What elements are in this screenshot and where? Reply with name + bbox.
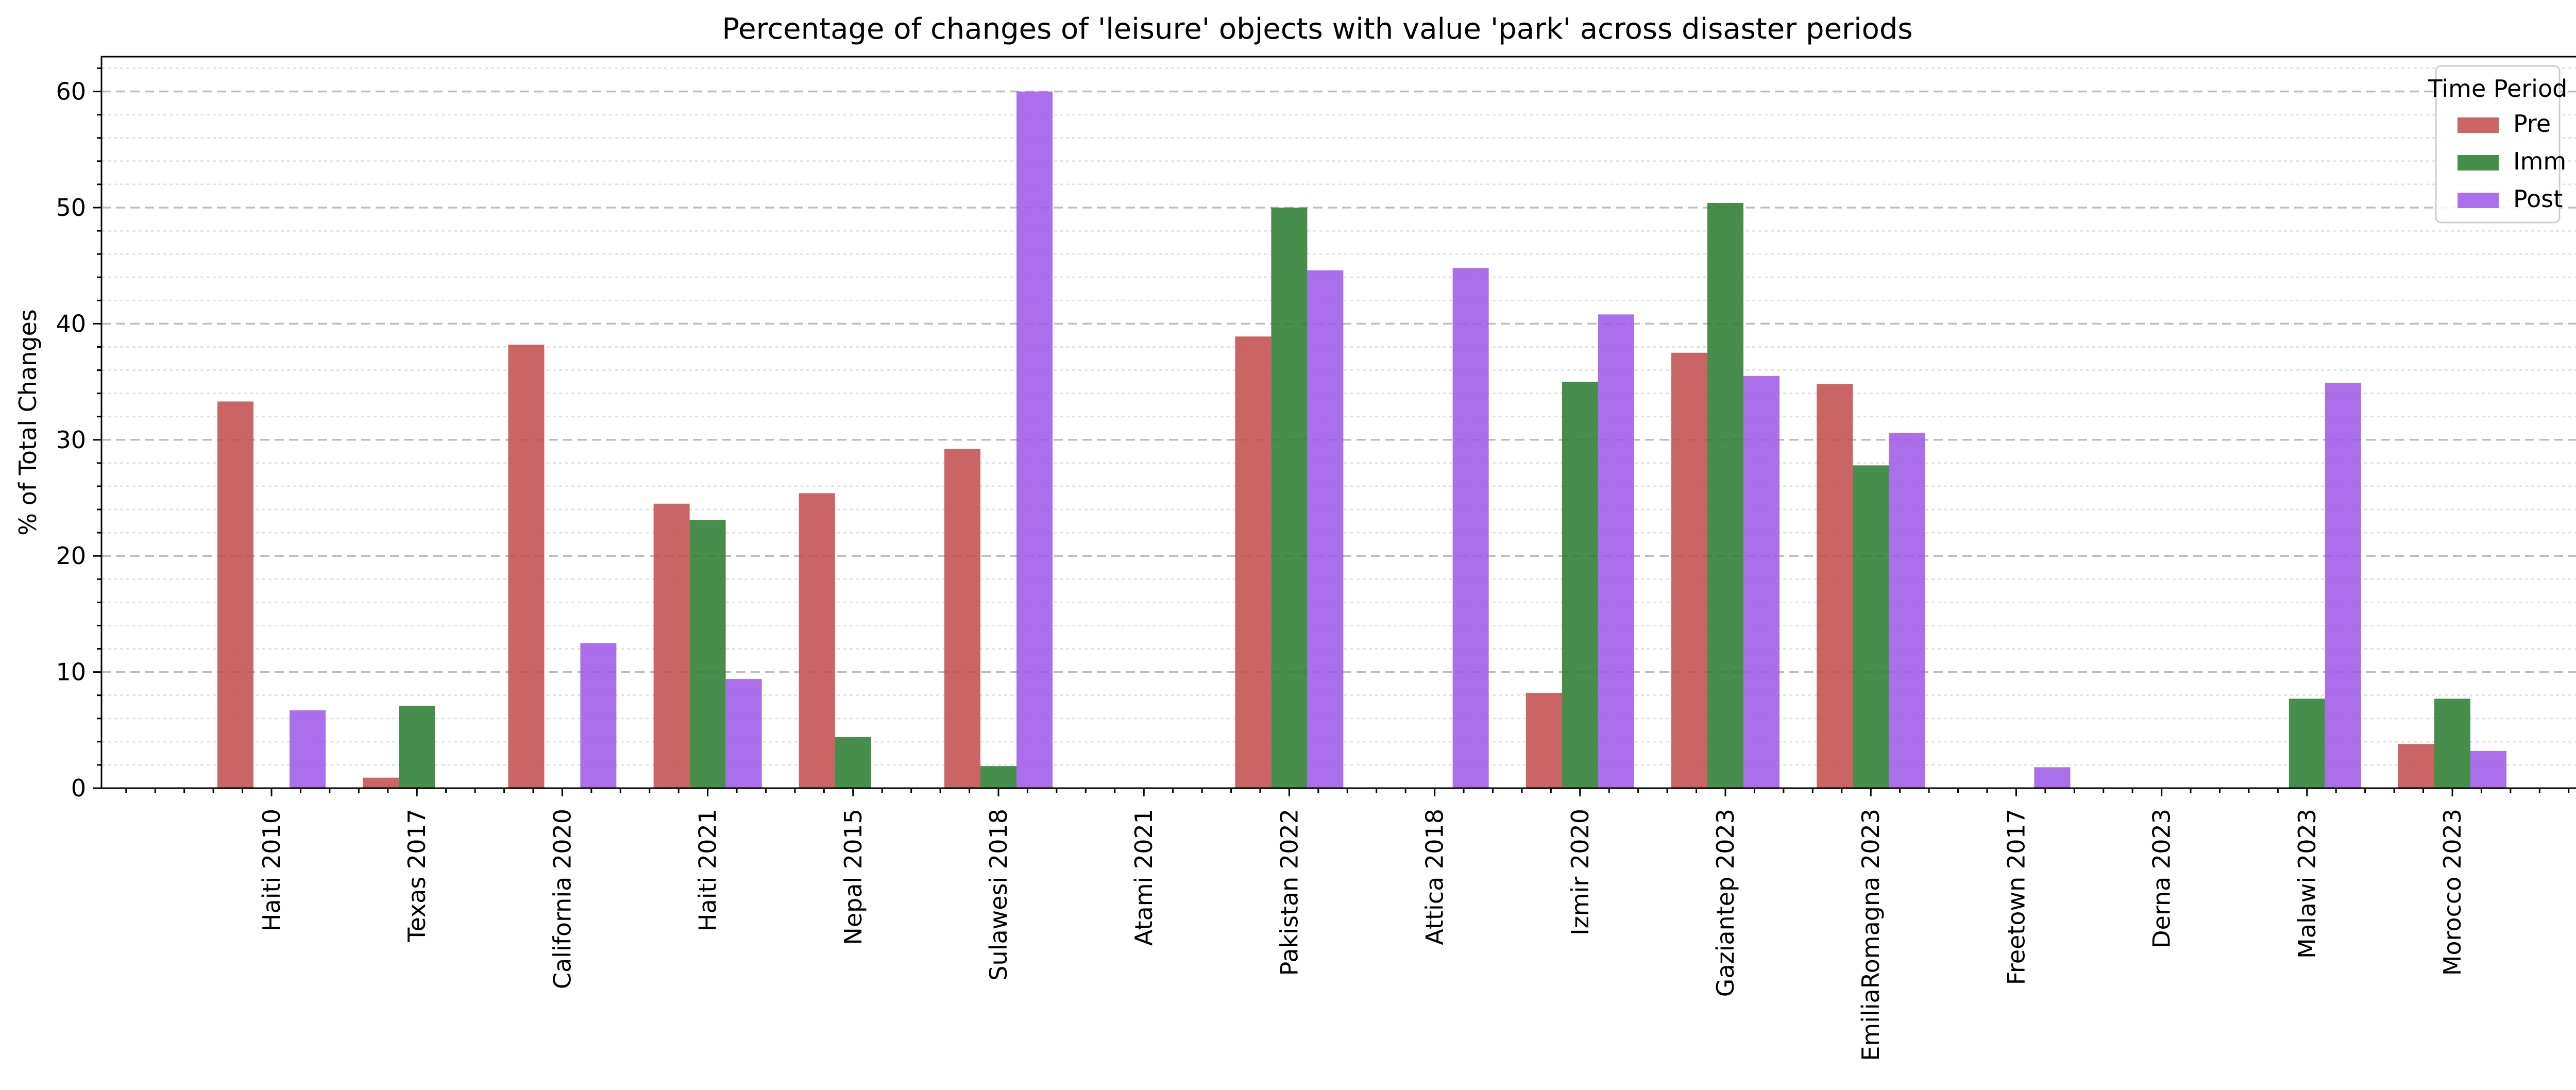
x-tick-label: Texas 2017	[403, 809, 431, 943]
legend-label-pre: Pre	[2513, 110, 2551, 138]
legend-box	[2435, 65, 2561, 224]
bar-imm	[399, 705, 435, 788]
x-tick-label: Morocco 2023	[2438, 809, 2466, 976]
x-tick-label: Haiti 2010	[258, 809, 285, 931]
bar-post	[1016, 91, 1053, 789]
axes: 0 10 20 30 40 50 60 Haiti 2010 Texas 2017 Califor…	[56, 56, 2576, 1061]
bar-imm	[689, 520, 726, 788]
bar-pre	[1526, 693, 1562, 788]
grid	[101, 67, 2576, 766]
bar-imm	[1707, 203, 1743, 788]
bar-pre	[508, 344, 545, 788]
legend-label-post: Post	[2513, 185, 2563, 213]
bar-pre	[799, 493, 835, 788]
y-tick-label: 40	[56, 310, 86, 337]
plot-frame	[100, 56, 2576, 789]
bar-imm	[2289, 699, 2325, 788]
chart-title: Percentage of changes of 'leisure' objec…	[722, 12, 1912, 46]
bar-post	[1743, 376, 1780, 788]
bar-imm	[1271, 208, 1308, 788]
bar-post	[1598, 314, 1634, 788]
bar-pre	[1817, 384, 1853, 788]
bar-post	[1452, 268, 1489, 788]
bar-post	[2470, 751, 2506, 788]
x-tick-label: Izmir 2020	[1566, 809, 1594, 935]
x-tick-label: California 2020	[548, 809, 576, 989]
bar-pre	[944, 449, 980, 788]
bar-pre	[2398, 744, 2434, 788]
x-tick-label: Pakistan 2022	[1275, 809, 1303, 976]
bar-post	[1307, 270, 1344, 788]
y-tick-label: 10	[56, 658, 86, 686]
bar-imm	[2434, 699, 2470, 788]
bar-pre	[217, 401, 253, 788]
bar-imm	[835, 737, 871, 788]
legend-label-imm: Imm	[2513, 147, 2566, 175]
bar-imm	[1853, 465, 1889, 788]
bar-pre	[653, 503, 690, 788]
legend-title: Time Period	[2428, 75, 2568, 103]
legend-swatch-post	[2458, 193, 2499, 208]
bar-post	[1889, 433, 1925, 788]
legend-swatch-imm	[2458, 155, 2499, 171]
bar-post	[580, 643, 617, 788]
x-tick-label: Derna 2023	[2148, 809, 2176, 948]
bar-post	[725, 679, 762, 788]
x-tick-label: Gaziantep 2023	[1711, 809, 1739, 997]
bar-pre	[1671, 352, 1707, 788]
y-tick-label: 60	[56, 78, 86, 106]
x-tick-label: Freetown 2017	[2002, 809, 2030, 985]
x-tick-label: Nepal 2015	[839, 809, 867, 945]
y-tick-label: 30	[56, 426, 86, 454]
bar-pre	[363, 777, 399, 788]
y-axis-label: % of Total Changes	[14, 309, 42, 535]
bar-imm	[980, 766, 1016, 788]
y-tick-label: 50	[56, 194, 86, 222]
x-tick-label: Attica 2018	[1421, 809, 1449, 945]
bar-imm	[1562, 382, 1598, 788]
x-tick-label: EmiliaRomagna 2023	[1857, 809, 1885, 1061]
x-tick-label: Atami 2021	[1130, 809, 1158, 946]
y-tick-label: 20	[56, 542, 86, 570]
bar-pre	[1235, 336, 1272, 788]
x-tick-label: Sulawesi 2018	[985, 809, 1012, 981]
bar-post	[290, 710, 326, 788]
bars	[217, 91, 2506, 789]
bar-post	[2325, 383, 2361, 788]
bar-post	[2034, 767, 2071, 788]
x-tick-label: Haiti 2021	[694, 809, 722, 931]
y-tick-label: 0	[71, 774, 86, 802]
legend-swatch-pre	[2458, 117, 2499, 133]
x-tick-label: Malawi 2023	[2293, 809, 2321, 959]
legend: Time Period Pre Imm Post	[2428, 65, 2568, 224]
